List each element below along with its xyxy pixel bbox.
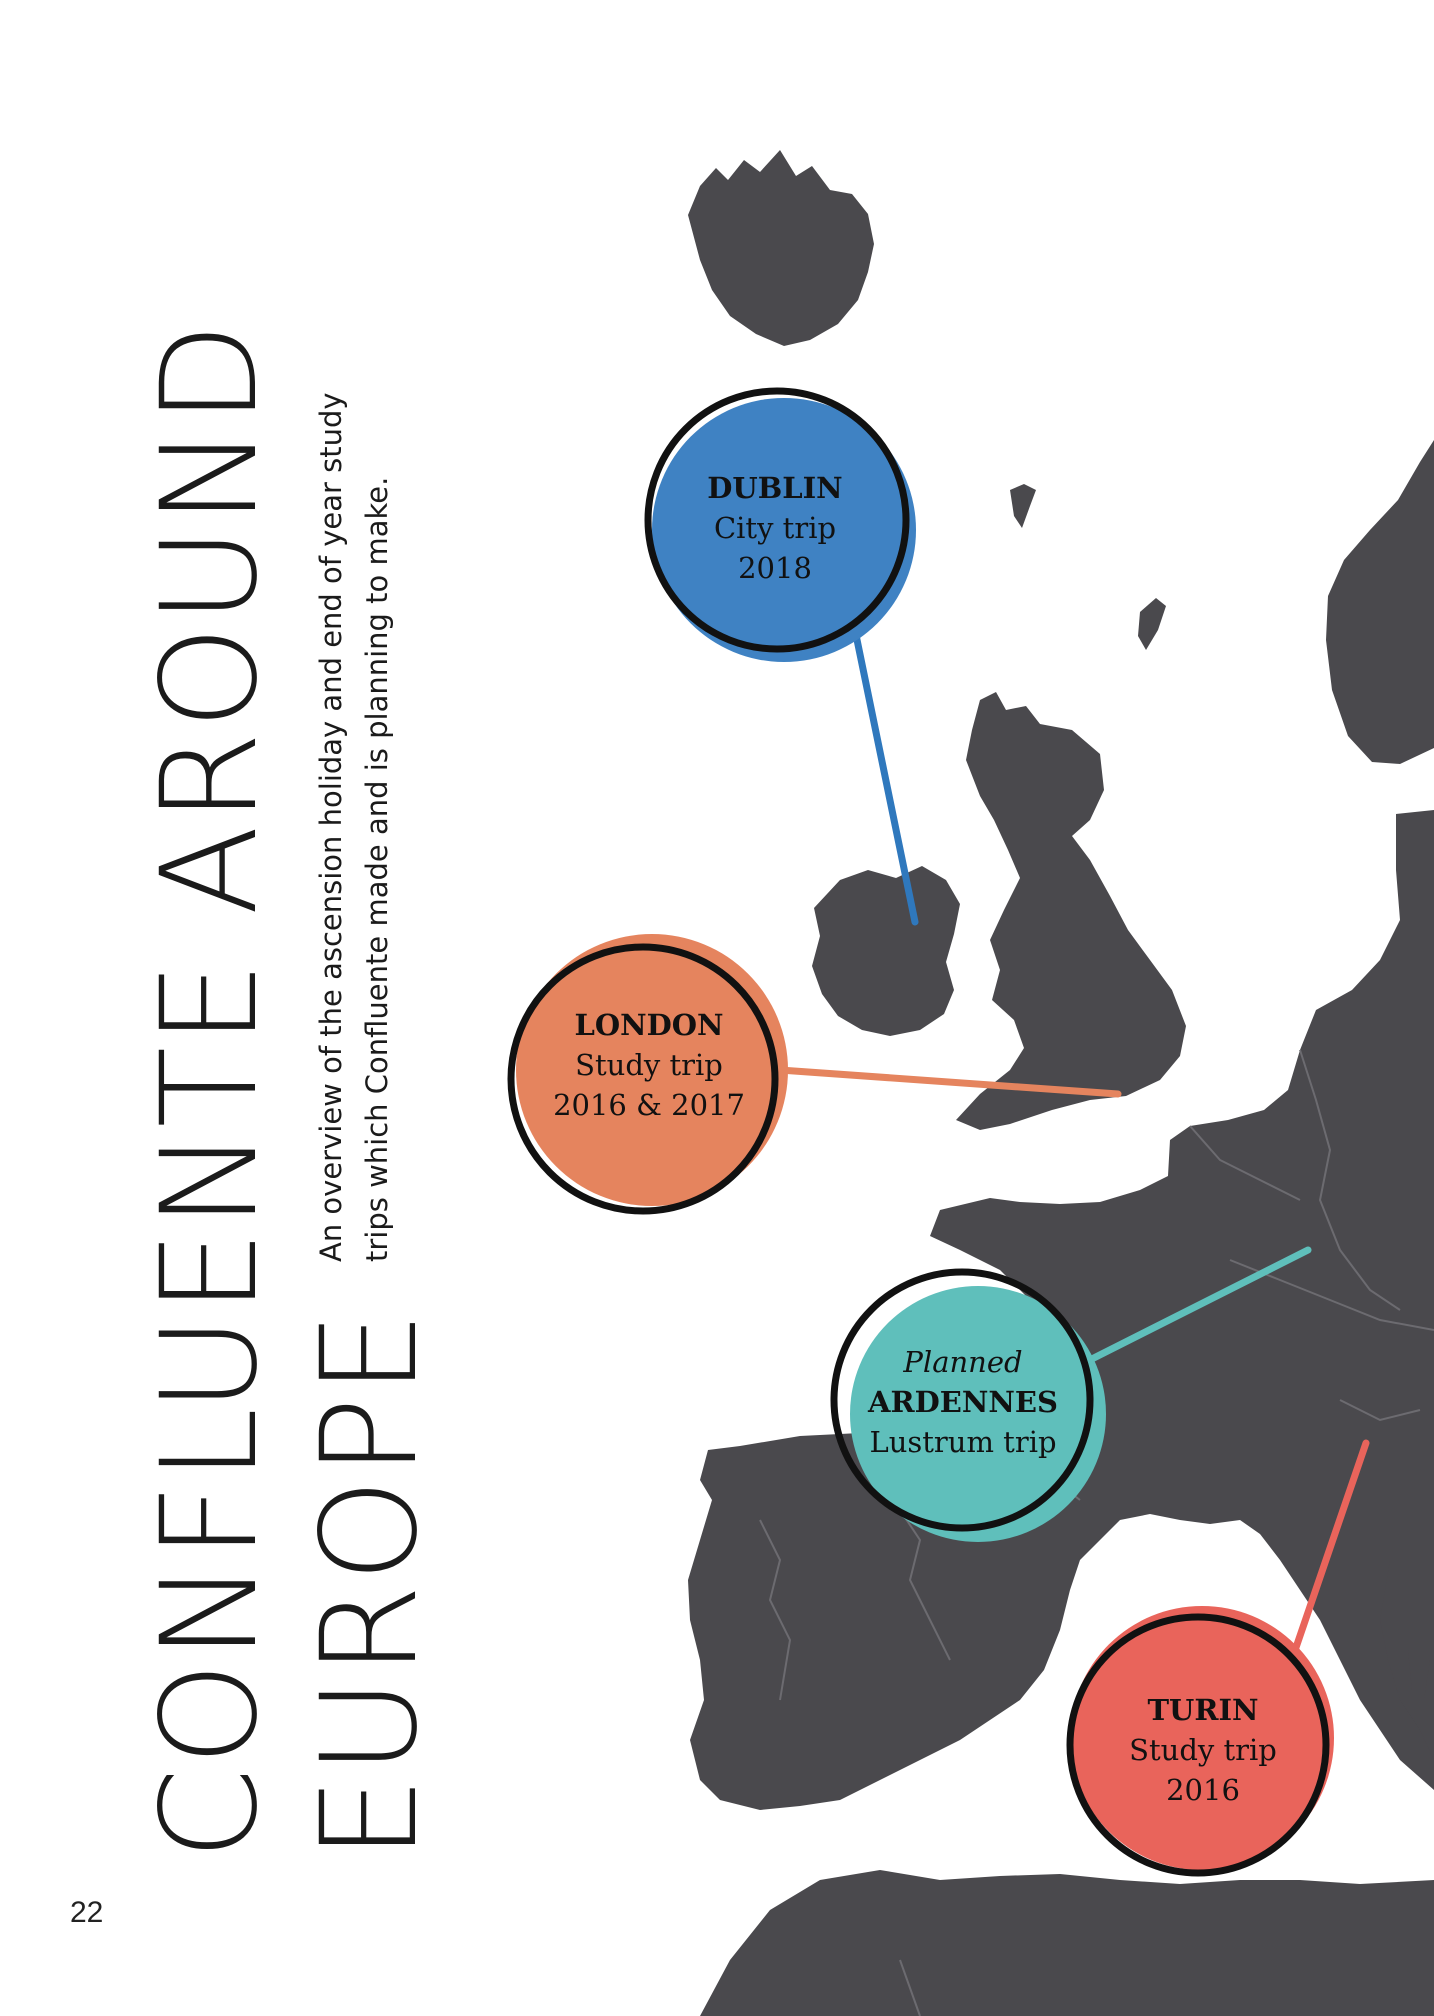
ardennes-name: ARDENNES <box>868 1385 1058 1419</box>
turin-bubble[interactable] <box>1066 1606 1334 1877</box>
london-label: LONDON Study trip 2016 & 2017 <box>529 1005 769 1125</box>
dublin-bubble[interactable] <box>644 387 916 662</box>
ardennes-label: Planned ARDENNES Lustrum trip <box>843 1342 1083 1462</box>
ardennes-connector-line <box>1066 1246 1312 1374</box>
page-number: 22 <box>70 1896 104 1929</box>
london-connector-line <box>776 1066 1122 1098</box>
london-bubble[interactable] <box>507 934 788 1215</box>
italy-landmass <box>1380 1560 1434 1760</box>
continental-europe-landmass <box>688 810 1434 1810</box>
faroe-islands <box>1010 484 1036 528</box>
ardennes-status: Planned <box>903 1345 1023 1379</box>
london-name: LONDON <box>574 1008 724 1042</box>
london-trip-type: Study trip <box>575 1048 723 1082</box>
page-title: CONFLUENTE AROUND EUROPE <box>130 320 450 1860</box>
dublin-year: 2018 <box>738 551 812 585</box>
northern-isles <box>1138 598 1166 650</box>
title-line-1: CONFLUENTE AROUND <box>133 320 287 1860</box>
corsica-island <box>1408 1640 1430 1700</box>
turin-label: TURIN Study trip 2016 <box>1083 1690 1323 1810</box>
dublin-connector-line <box>851 626 919 926</box>
great-britain-landmass <box>956 692 1186 1130</box>
ardennes-trip-type: Lustrum trip <box>869 1425 1057 1459</box>
dublin-label: DUBLIN City trip 2018 <box>655 468 895 588</box>
turin-connector-line <box>1286 1439 1370 1669</box>
turin-trip-type: Study trip <box>1129 1733 1277 1767</box>
dublin-name: DUBLIN <box>707 471 843 505</box>
london-year: 2016 & 2017 <box>553 1088 745 1122</box>
page-subtitle: An overview of the ascension holiday and… <box>314 392 394 1262</box>
north-africa-landmass <box>700 1870 1434 2016</box>
ardennes-bubble[interactable] <box>830 1268 1106 1542</box>
iceland-landmass <box>688 150 874 346</box>
ireland-landmass <box>812 866 960 1036</box>
turin-name: TURIN <box>1147 1693 1259 1727</box>
turin-year: 2016 <box>1166 1773 1240 1807</box>
norway-landmass <box>1326 440 1434 764</box>
dublin-trip-type: City trip <box>713 511 837 545</box>
